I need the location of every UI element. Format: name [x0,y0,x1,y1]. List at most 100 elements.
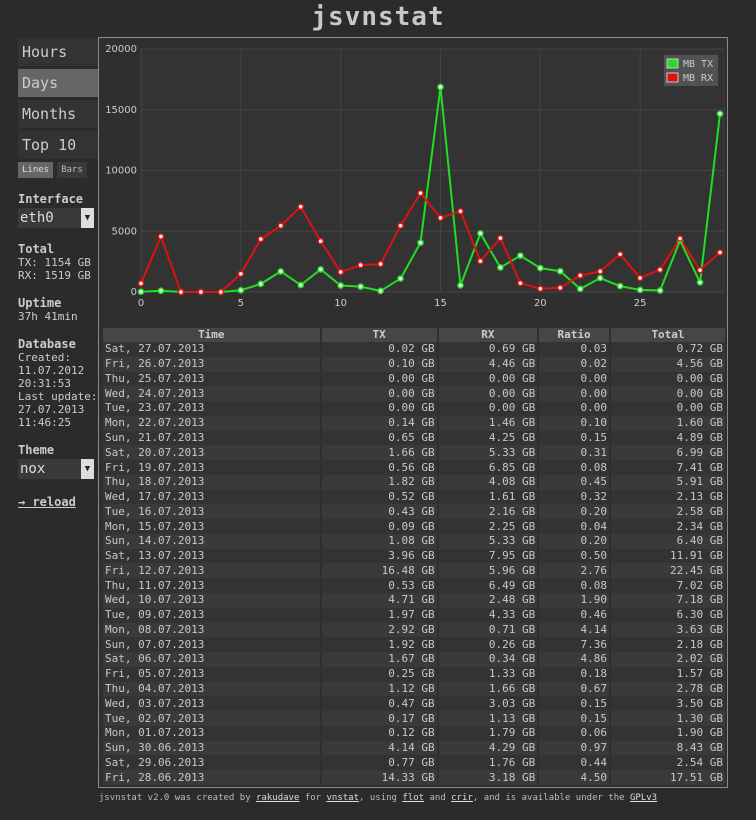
nav-hours[interactable]: Hours [18,38,98,66]
footer-text: and [429,793,446,803]
table-row: Mon, 08.07.2013 2.92 GB 0.71 GB 4.14 3.63 GB [103,622,725,638]
uptime-label: Uptime [18,296,62,310]
data-point [357,261,364,269]
table-cell: 0.14 GB [321,415,437,431]
nav-months[interactable]: Months [18,100,98,128]
table-row: Sun, 14.07.2013 1.08 GB 5.33 GB 0.20 6.40 GB [103,533,725,549]
table-cell: 7.95 GB [438,548,538,564]
table-cell: 4.25 GB [438,430,538,446]
data-point [536,285,544,293]
nav-days[interactable]: Days [18,69,98,97]
total-label: Total [18,242,55,256]
data-point [197,288,205,296]
table-cell: 0.77 GB [321,755,437,771]
data-point [696,279,704,286]
table-cell: Sun, 21.07.2013 [103,430,320,446]
data-point [157,287,165,295]
table-cell: 0.00 GB [321,371,437,387]
table-cell: Fri, 05.07.2013 [103,666,320,682]
db-line: 11.07.2012 [18,364,85,377]
data-point [457,282,464,289]
table-cell: Tue, 16.07.2013 [103,504,320,520]
table-row: Sat, 27.07.2013 0.02 GB 0.69 GB 0.03 0.72 GB [103,342,725,357]
nav-top10[interactable]: Top 10 [18,131,98,159]
table-cell: 0.97 [539,740,609,756]
table-cell: 1.90 GB [611,725,725,741]
table-cell: Tue, 02.07.2013 [103,711,320,726]
table-row: Sat, 13.07.2013 3.96 GB 7.95 GB 0.50 11.91 G… [103,548,725,564]
column-header[interactable]: RX [438,328,538,342]
table-cell: 3.96 GB [321,548,437,564]
table-row: Sat, 29.06.2013 0.77 GB 1.76 GB 0.44 2.54 GB [103,755,725,771]
footer-link[interactable]: GPLv3 [630,793,658,803]
column-header[interactable]: Ratio [539,328,609,342]
y-tick-label: 0 [131,287,137,298]
table-cell: 6.30 GB [611,607,725,623]
table-cell: 0.50 [539,548,609,564]
table-cell: 3.50 GB [611,696,725,712]
column-header[interactable]: TX [321,328,437,342]
data-point [636,286,644,294]
chart: 0 5000 10000 15000 20000 0 5 10 15 20 25 MB TX MB RX [105,44,725,309]
table-cell: 1.66 GB [438,681,538,697]
table-cell: 2.92 GB [321,622,437,638]
table-cell: 0.17 GB [321,711,437,726]
table-row: Fri, 05.07.2013 0.25 GB 1.33 GB 0.18 1.57 GB [103,666,725,682]
table-cell: 2.18 GB [611,637,725,653]
footer-link[interactable]: flot [402,793,425,803]
table-cell: 0.20 [539,504,609,520]
table-cell: Sat, 13.07.2013 [103,548,320,564]
y-tick-label: 10000 [105,166,137,177]
table-row: Tue, 09.07.2013 1.97 GB 4.33 GB 0.46 6.30 GB [103,607,725,623]
data-point [516,279,524,287]
table-cell: Fri, 26.07.2013 [103,356,320,372]
table-cell: 1.76 GB [438,755,538,771]
sidebar: Hours Days Months Top 10 Lines Bars Inte… [18,38,98,509]
data-point [177,288,185,296]
footer-link[interactable]: rakudave [256,793,300,803]
table-cell: 4.08 GB [438,474,538,490]
table-cell: 4.86 [539,652,609,667]
table-header: Time TX RX Ratio Total [103,328,725,342]
footer-link[interactable]: crir [451,793,473,803]
data-point [357,283,364,291]
table-row: Thu, 04.07.2013 1.12 GB 1.66 GB 0.67 2.78 GB [103,681,725,697]
bars-button[interactable]: Bars [57,162,87,178]
table-cell: 4.33 GB [438,607,538,623]
table-cell: 0.34 GB [438,652,538,667]
table-cell: 0.06 [539,725,609,741]
lines-button[interactable]: Lines [18,162,54,178]
table-row: Sat, 06.07.2013 1.67 GB 0.34 GB 4.86 2.02 GB [103,652,725,667]
table-row: Sun, 07.07.2013 1.92 GB 0.26 GB 7.36 2.18 GB [103,637,725,653]
data-point [477,230,484,237]
table-cell: Sat, 27.07.2013 [103,342,320,357]
table-cell: 0.09 GB [321,519,437,534]
legend-swatch [666,72,679,83]
dropdown-arrow: ▼ [81,459,94,479]
table-cell: 0.00 [539,386,609,402]
column-header[interactable]: Total [611,328,725,342]
theme-value: nox [20,461,46,477]
table-cell: 0.46 [539,607,609,623]
data-point [437,214,444,222]
interface-select[interactable]: eth0 ▼ [18,208,94,228]
column-header[interactable]: Time [103,328,320,342]
footer-link[interactable]: vnstat [326,793,360,803]
table-cell: 0.02 [539,356,609,372]
table-row: Thu, 11.07.2013 0.53 GB 6.49 GB 0.08 7.02 GB [103,578,725,594]
table-row: Tue, 16.07.2013 0.43 GB 2.16 GB 0.20 2.58 GB [103,504,725,520]
table-cell: 0.08 [539,578,609,594]
theme-select[interactable]: nox ▼ [18,459,94,479]
table-cell: 4.50 [539,770,609,785]
data-point [457,207,464,215]
table-row: Mon, 15.07.2013 0.09 GB 2.25 GB 0.04 2.34 GB [103,519,725,534]
x-tick-label: 15 [434,298,447,309]
table-cell: 1.61 GB [438,489,538,505]
table-cell: 14.33 GB [321,770,437,785]
table-cell: 6.40 GB [611,533,725,549]
table-row: Sun, 30.06.2013 4.14 GB 4.29 GB 0.97 8.43 GB [103,740,725,756]
reload-link[interactable]: → reload [18,495,76,509]
data-point [716,110,724,118]
database-label: Database [18,337,76,351]
x-tick-label: 0 [138,298,144,309]
